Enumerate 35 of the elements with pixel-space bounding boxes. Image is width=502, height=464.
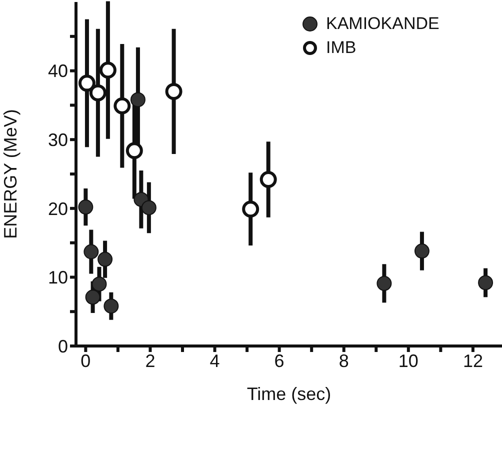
point bbox=[104, 298, 119, 314]
x-tick-label: 2 bbox=[145, 350, 156, 371]
y-axis-title: ENERGY (MeV) bbox=[0, 109, 20, 239]
x-tick-label: 12 bbox=[462, 350, 483, 371]
point bbox=[92, 276, 107, 292]
point bbox=[78, 200, 94, 215]
y-tick-label: 30 bbox=[48, 130, 68, 150]
point bbox=[114, 97, 131, 114]
x-tick-label: 8 bbox=[338, 350, 349, 371]
point bbox=[478, 275, 494, 290]
point bbox=[130, 92, 146, 108]
y-tick-label: 40 bbox=[48, 61, 68, 82]
point bbox=[85, 290, 100, 305]
x-tick-label: 10 bbox=[398, 350, 418, 371]
point bbox=[141, 200, 156, 216]
legend-label: IMB bbox=[326, 38, 356, 58]
point bbox=[165, 82, 182, 100]
point bbox=[242, 200, 260, 218]
y-tick-label: 10 bbox=[48, 268, 68, 288]
point bbox=[414, 244, 430, 259]
point bbox=[98, 252, 113, 267]
y-tick-label: 20 bbox=[48, 198, 68, 219]
legend-label: KAMIOKANDE bbox=[326, 14, 440, 34]
x-tick-label: 4 bbox=[210, 350, 220, 371]
point bbox=[126, 142, 143, 160]
x-tick-label: 6 bbox=[274, 350, 284, 371]
point bbox=[89, 84, 106, 102]
x-tick-label: 0 bbox=[80, 350, 91, 371]
point bbox=[84, 244, 99, 260]
point bbox=[99, 62, 116, 79]
point bbox=[78, 74, 96, 92]
point bbox=[376, 276, 392, 291]
x-axis-title: Time (sec) bbox=[246, 384, 332, 404]
point bbox=[260, 171, 277, 188]
y-tick-label: 0 bbox=[58, 336, 68, 356]
